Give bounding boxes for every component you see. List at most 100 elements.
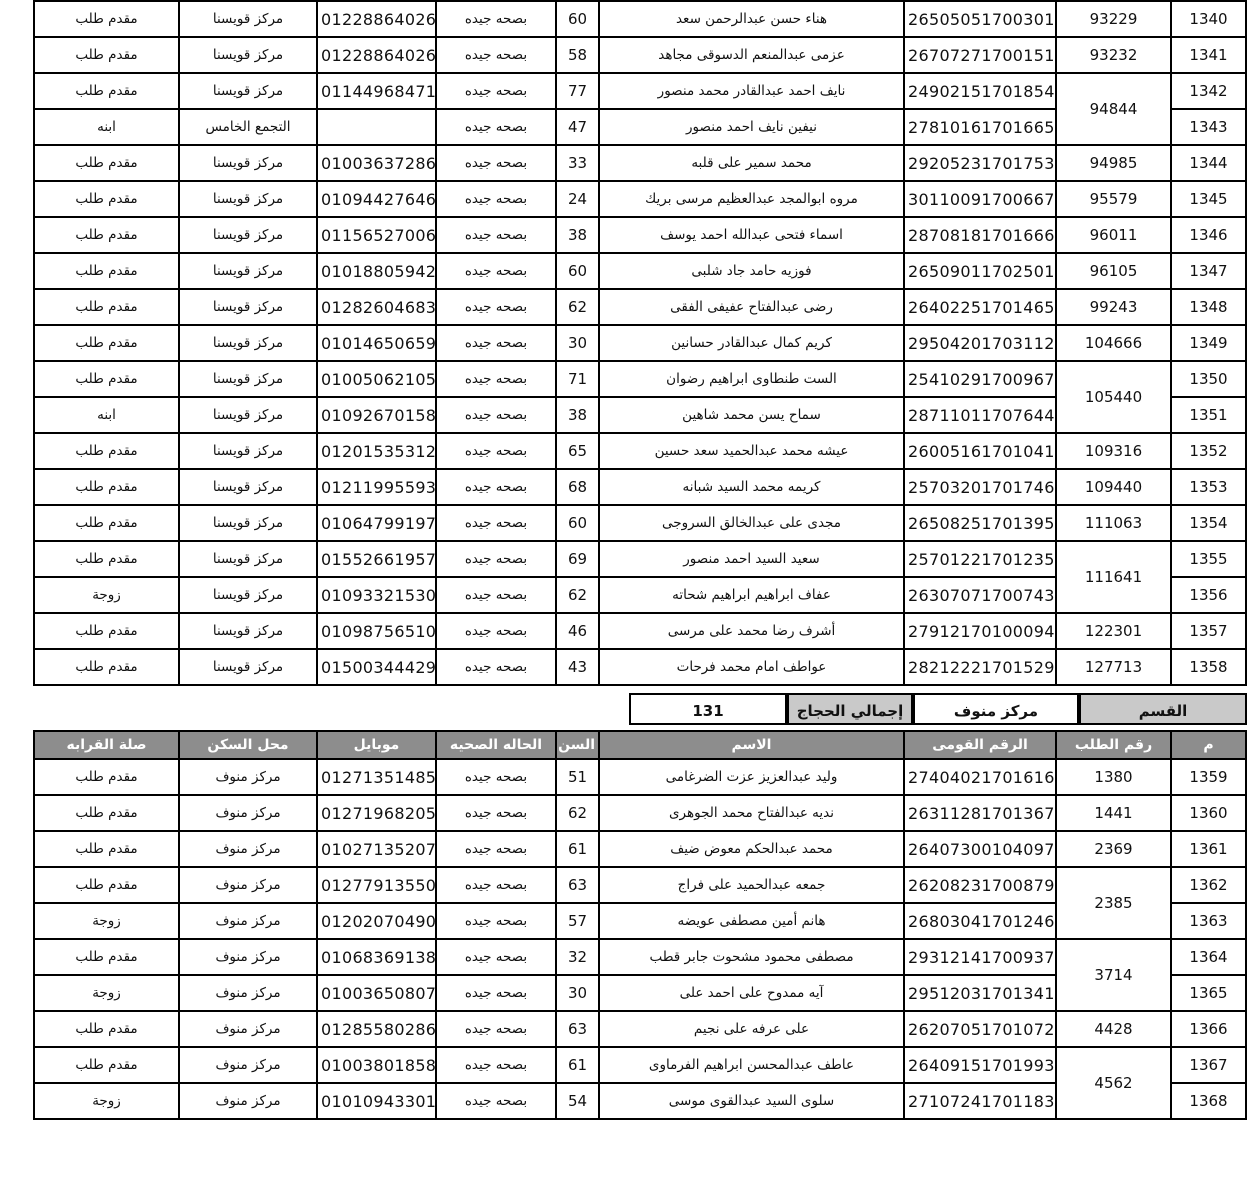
health-status-cell: بصحه جيده bbox=[435, 612, 557, 650]
residence-cell: مركز منوف bbox=[178, 758, 318, 796]
name-cell: مجدى على عبدالخالق السروجى bbox=[598, 504, 905, 542]
mobile-cell: 01271968205 bbox=[316, 794, 437, 832]
serial-cell: 1368 bbox=[1170, 1082, 1247, 1120]
national-id-cell: 26402251701465 bbox=[903, 288, 1057, 326]
serial-cell: 1342 bbox=[1170, 72, 1247, 110]
residence-cell: مركز قويسنا bbox=[178, 396, 318, 434]
relationship-cell: مقدم طلب bbox=[33, 830, 180, 868]
serial-cell: 1353 bbox=[1170, 468, 1247, 506]
residence-cell: مركز منوف bbox=[178, 902, 318, 940]
relationship-cell: ابنه bbox=[33, 396, 180, 434]
mobile-cell: 01010943301 bbox=[316, 1082, 437, 1120]
column-header-serial: م bbox=[1170, 730, 1247, 760]
name-cell: رضى عبدالفتاح عفيفى الفقى bbox=[598, 288, 905, 326]
name-cell: مروه ابوالمجد عبدالعظيم مرسى بريك bbox=[598, 180, 905, 218]
relationship-cell: مقدم طلب bbox=[33, 0, 180, 38]
relationship-cell: زوجة bbox=[33, 1082, 180, 1120]
national-id-cell: 25410291700967 bbox=[903, 360, 1057, 398]
request-number-cell: 104666 bbox=[1055, 324, 1172, 362]
relationship-cell: مقدم طلب bbox=[33, 758, 180, 796]
national-id-cell: 29205231701753 bbox=[903, 144, 1057, 182]
national-id-cell: 26707271700151 bbox=[903, 36, 1057, 74]
request-number-cell: 127713 bbox=[1055, 648, 1172, 686]
residence-cell: مركز قويسنا bbox=[178, 216, 318, 254]
mobile-cell: 01094427646 bbox=[316, 180, 437, 218]
residence-cell: مركز قويسنا bbox=[178, 0, 318, 38]
name-cell: كريم كمال عبدالقادر حسانين bbox=[598, 324, 905, 362]
table-row: 1365 29512031701341 آيه ممدوح على احمد على… bbox=[33, 974, 1247, 1012]
relationship-cell: مقدم طلب bbox=[33, 72, 180, 110]
residence-cell: مركز قويسنا bbox=[178, 468, 318, 506]
table-row: 1355 111641 25701221701235 سعيد السيد احمد … bbox=[33, 540, 1247, 614]
request-number-cell: 4428 bbox=[1055, 1010, 1172, 1048]
national-id-cell: 26409151701993 bbox=[903, 1046, 1057, 1084]
age-cell: 61 bbox=[555, 1046, 600, 1084]
relationship-cell: مقدم طلب bbox=[33, 288, 180, 326]
residence-cell: مركز قويسنا bbox=[178, 540, 318, 578]
serial-cell: 1361 bbox=[1170, 830, 1247, 868]
serial-cell: 1350 bbox=[1170, 360, 1247, 398]
national-id-cell: 28711011707644 bbox=[903, 396, 1057, 434]
health-status-cell: بصحه جيده bbox=[435, 36, 557, 74]
national-id-cell: 27810161701665 bbox=[903, 108, 1057, 146]
relationship-cell: مقدم طلب bbox=[33, 180, 180, 218]
national-id-cell: 25701221701235 bbox=[903, 540, 1057, 578]
column-header-name: الاسم bbox=[598, 730, 905, 760]
residence-cell: مركز قويسنا bbox=[178, 648, 318, 686]
residence-cell: مركز قويسنا bbox=[178, 288, 318, 326]
relationship-cell: زوجة bbox=[33, 974, 180, 1012]
national-id-cell: 28212221701529 bbox=[903, 648, 1057, 686]
residence-cell: مركز منوف bbox=[178, 1082, 318, 1120]
serial-cell: 1358 bbox=[1170, 648, 1247, 686]
request-number-cell: 96011 bbox=[1055, 216, 1172, 254]
serial-cell: 1354 bbox=[1170, 504, 1247, 542]
age-cell: 62 bbox=[555, 576, 600, 614]
health-status-cell: بصحه جيده bbox=[435, 0, 557, 38]
serial-cell: 1343 bbox=[1170, 108, 1247, 146]
mobile-cell: 01144968471 bbox=[316, 72, 437, 110]
national-id-cell: 25703201701746 bbox=[903, 468, 1057, 506]
table-row: 1361 2369 26407300104097 محمد عبدالحكم معوض… bbox=[33, 830, 1247, 868]
residence-cell: مركز منوف bbox=[178, 1010, 318, 1048]
name-cell: سعيد السيد احمد منصور bbox=[598, 540, 905, 578]
name-cell: عزمى عبدالمنعم الدسوقى مجاهد bbox=[598, 36, 905, 74]
relationship-cell: زوجة bbox=[33, 902, 180, 940]
relationship-cell: مقدم طلب bbox=[33, 252, 180, 290]
name-cell: سلوى السيد عبدالقوى موسى bbox=[598, 1082, 905, 1120]
request-number-cell: 2369 bbox=[1055, 830, 1172, 868]
age-cell: 77 bbox=[555, 72, 600, 110]
table-row: 1344 94985 29205231701753 محمد سمير على قلب… bbox=[33, 144, 1247, 182]
name-cell: عيشه محمد عبدالحميد سعد حسين bbox=[598, 432, 905, 470]
health-status-cell: بصحه جيده bbox=[435, 432, 557, 470]
name-cell: آيه ممدوح على احمد على bbox=[598, 974, 905, 1012]
table-row: 1356 26307071700743 عفاف ابراهيم ابراهيم ش… bbox=[33, 576, 1247, 614]
age-cell: 51 bbox=[555, 758, 600, 796]
request-number-cell: 3714 bbox=[1055, 938, 1172, 1012]
serial-cell: 1351 bbox=[1170, 396, 1247, 434]
request-number-cell: 122301 bbox=[1055, 612, 1172, 650]
table-row: 1367 4562 26409151701993 عاطف عبدالمحسن ابر… bbox=[33, 1046, 1247, 1120]
age-cell: 62 bbox=[555, 288, 600, 326]
mobile-cell: 01201535312 bbox=[316, 432, 437, 470]
relationship-cell: مقدم طلب bbox=[33, 1010, 180, 1048]
age-cell: 60 bbox=[555, 0, 600, 38]
mobile-cell: 01277913550 bbox=[316, 866, 437, 904]
age-cell: 61 bbox=[555, 830, 600, 868]
health-status-cell: بصحه جيده bbox=[435, 72, 557, 110]
request-number-cell: 95579 bbox=[1055, 180, 1172, 218]
mobile-cell: 01500344429 bbox=[316, 648, 437, 686]
age-cell: 24 bbox=[555, 180, 600, 218]
table-row: 1343 27810161701665 نيفين نايف احمد منصور 4… bbox=[33, 108, 1247, 146]
serial-cell: 1349 bbox=[1170, 324, 1247, 362]
name-cell: محمد سمير على قلبه bbox=[598, 144, 905, 182]
mobile-cell: 01003801858 bbox=[316, 1046, 437, 1084]
relationship-cell: مقدم طلب bbox=[33, 36, 180, 74]
national-id-cell: 27912170100094 bbox=[903, 612, 1057, 650]
table-row: 1363 26803041701246 هانم أمين مصطفى عويضه 5… bbox=[33, 902, 1247, 940]
national-id-cell: 29504201703112 bbox=[903, 324, 1057, 362]
serial-cell: 1359 bbox=[1170, 758, 1247, 796]
relationship-cell: مقدم طلب bbox=[33, 216, 180, 254]
national-id-cell: 30110091700667 bbox=[903, 180, 1057, 218]
serial-cell: 1348 bbox=[1170, 288, 1247, 326]
table-row: 1354 111063 26508251701395 مجدى على عبدالخا… bbox=[33, 504, 1247, 542]
